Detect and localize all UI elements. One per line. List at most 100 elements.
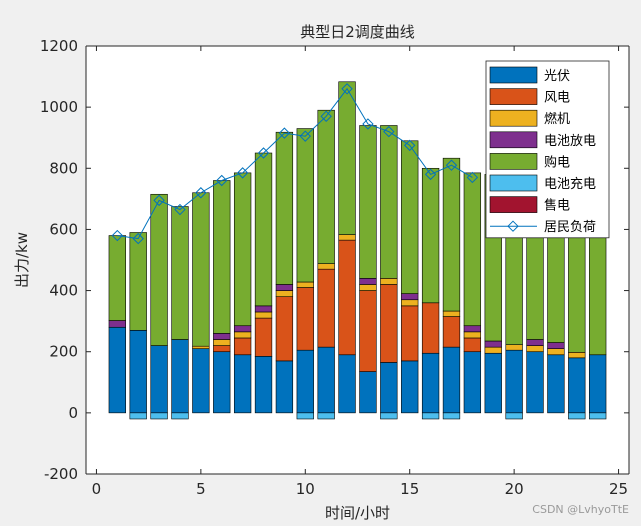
bar-segment-s3-x1: [108, 320, 126, 328]
bar-segment-s3-x22: [547, 342, 565, 349]
legend-swatch-2: [489, 109, 538, 127]
bar-segment-s0-x2: [129, 330, 147, 414]
legend-label-1: 风电: [544, 91, 570, 106]
bar-segment-s4-x5: [192, 192, 210, 347]
bar-segment-s1-x14: [380, 284, 398, 363]
load-marker-7: [236, 167, 249, 179]
legend-label-line: 居民负荷: [544, 220, 596, 235]
bar-segment-s2-x10: [296, 281, 314, 288]
legend-label-2: 燃机: [544, 111, 570, 127]
watermark: CSDN @LvhyoTtE: [532, 503, 629, 516]
bar-segment-s4-x3: [150, 193, 168, 346]
bar-segment-s1-x9: [275, 296, 294, 362]
load-marker-12: [341, 83, 353, 95]
bar-segment-s3-x13: [359, 278, 377, 285]
legend-swatch-4: [489, 153, 538, 170]
x-tick-label-15: 15: [400, 480, 419, 498]
bar-segment-s4-x16: [421, 167, 440, 304]
bar-segment-s0-x7: [233, 354, 252, 414]
bar-segment-s3-x8: [254, 305, 273, 313]
bar-segment-s2-x22: [547, 348, 565, 356]
legend-label-4: 购电: [544, 154, 570, 170]
load-marker-15: [404, 139, 416, 152]
load-marker-8: [257, 147, 270, 159]
x-tick-label-20: 20: [505, 480, 524, 498]
bar-segment-s2-x9: [275, 290, 294, 297]
bar-segment-s0-x23: [568, 357, 586, 414]
bar-segment-s2-x19: [484, 346, 502, 354]
load-line-group: [111, 83, 479, 245]
axes: 0 5 10 15 20 25 -200 0 200 400 600 800 1000 1200: [40, 37, 630, 498]
bar-segment-s0-x1: [108, 326, 126, 414]
bar-segment-s1-x12: [338, 239, 356, 356]
y-tick-label-1200: 1200: [40, 37, 78, 55]
bar-segment-s4-x12: [338, 81, 356, 235]
legend-swatch-6: [489, 196, 538, 213]
bar-segment-s0-x6: [213, 351, 231, 414]
x-tick-label-5: 5: [196, 480, 206, 498]
bar-segment-s0-x3: [150, 345, 168, 414]
charge-bar-x11: [317, 412, 335, 420]
load-marker-10: [299, 130, 311, 142]
charge-bar-x17: [442, 412, 461, 420]
charge-bar-x4: [171, 412, 189, 420]
y-tick-label--200: -200: [44, 465, 78, 483]
bar-segment-s1-x7: [233, 337, 252, 356]
bar-segment-s2-x23: [568, 352, 586, 359]
bar-segment-s0-x12: [338, 354, 356, 414]
charge-bar-x10: [296, 412, 314, 420]
load-marker-5: [195, 187, 207, 199]
load-marker-17: [445, 159, 458, 171]
bar-segment-s1-x6: [213, 345, 231, 353]
x-tick-label-10: 10: [296, 480, 315, 498]
bar-segment-s0-x17: [442, 346, 461, 414]
bar-segment-s4-x6: [213, 180, 231, 334]
bar-segment-s1-x15: [401, 305, 419, 362]
bar-segment-s4-x1: [108, 235, 126, 321]
x-tick-label-0: 0: [92, 480, 102, 498]
bar-segment-s3-x21: [526, 339, 544, 346]
legend-label-0: 光伏: [544, 69, 570, 84]
bar-segment-s1-x11: [317, 268, 335, 348]
legend-swatch-5: [489, 174, 538, 192]
bar-segment-s1-x17: [442, 316, 461, 348]
bar-segment-s2-x6: [213, 339, 231, 346]
charge-bar-x24: [589, 412, 607, 420]
bar-segment-s4-x7: [233, 172, 252, 327]
charge-bar-x23: [568, 412, 586, 420]
load-marker-16: [424, 168, 437, 181]
y-tick-label-0: 0: [68, 404, 78, 422]
load-marker-14: [383, 125, 395, 138]
bar-segment-s0-x13: [359, 371, 377, 414]
bar-segment-s0-x10: [296, 349, 314, 414]
load-marker-4: [174, 203, 186, 216]
bar-segment-s0-x15: [401, 360, 419, 414]
load-marker-6: [216, 174, 228, 187]
bar-segment-s0-x11: [317, 346, 335, 414]
load-marker-3: [153, 194, 165, 207]
bar-segment-s0-x14: [380, 362, 398, 414]
bar-segment-s0-x4: [171, 339, 189, 414]
bar-segment-s2-x18: [463, 331, 482, 339]
legend-swatch-0: [489, 66, 538, 84]
charge-bar-x14: [380, 412, 398, 420]
bar-segment-s0-x5: [192, 348, 210, 414]
bar-segment-s4-x15: [401, 140, 419, 294]
bar-segment-s4-x9: [275, 131, 294, 285]
bar-segment-s0-x8: [254, 355, 273, 414]
bar-segment-s4-x11: [317, 109, 335, 264]
bar-segment-s3-x15: [401, 293, 419, 301]
bar-segment-s4-x13: [359, 125, 377, 279]
bar-segment-s2-x17: [442, 310, 461, 317]
bar-segment-s0-x19: [484, 352, 502, 414]
load-marker-11: [320, 110, 332, 123]
bar-segment-s0-x16: [421, 352, 440, 414]
load-marker-9: [278, 127, 291, 139]
bar-segment-s1-x18: [463, 337, 482, 353]
bar-segment-s4-x8: [254, 152, 273, 307]
chart-title: 典型日2调度曲线: [300, 23, 415, 41]
bar-segment-s2-x15: [401, 299, 419, 307]
bar-segment-s0-x18: [463, 351, 482, 414]
load-marker-1: [111, 229, 124, 242]
